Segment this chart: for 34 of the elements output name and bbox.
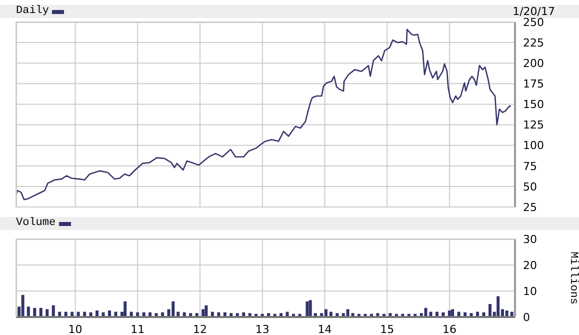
bar xyxy=(21,294,24,317)
bar xyxy=(496,296,500,317)
x-tick-label: 15 xyxy=(380,322,394,335)
legend-label: Volume xyxy=(16,216,56,231)
y-tick-label: 100 xyxy=(523,139,544,152)
bar xyxy=(124,301,127,317)
y-tick-label: 125 xyxy=(523,118,544,132)
y-tick-label: 30 xyxy=(523,232,537,246)
x-tick-label: 10 xyxy=(68,322,82,335)
bar xyxy=(308,300,312,317)
y-tick-label: 20 xyxy=(523,258,537,272)
x-tick-label: 12 xyxy=(193,322,208,335)
bar xyxy=(204,305,208,317)
y-tick-label: 150 xyxy=(523,98,544,112)
y-tick-label: 175 xyxy=(523,78,544,91)
y-tick-label: 200 xyxy=(523,57,544,70)
text: 1/20/17 xyxy=(512,4,555,18)
y-axis-title: Millions xyxy=(567,252,579,304)
x-tick-label: 13 xyxy=(255,322,270,335)
legend-label: Daily xyxy=(16,4,50,19)
x-tick-label: 11 xyxy=(130,322,145,335)
y-tick-label: 25 xyxy=(523,200,537,214)
y-tick-label: 75 xyxy=(523,160,537,173)
bar xyxy=(172,301,175,317)
y-tick-label: 250 xyxy=(523,16,544,29)
bar xyxy=(52,305,55,317)
bar xyxy=(306,301,309,317)
x-tick-label: 14 xyxy=(318,322,332,335)
y-tick-label: 50 xyxy=(523,180,537,194)
x-tick-label: 16 xyxy=(442,322,457,335)
bar xyxy=(26,306,30,317)
y-tick-label: 0 xyxy=(523,310,530,324)
y-tick-label: 225 xyxy=(523,36,544,50)
y-tick-label: 10 xyxy=(523,284,537,298)
